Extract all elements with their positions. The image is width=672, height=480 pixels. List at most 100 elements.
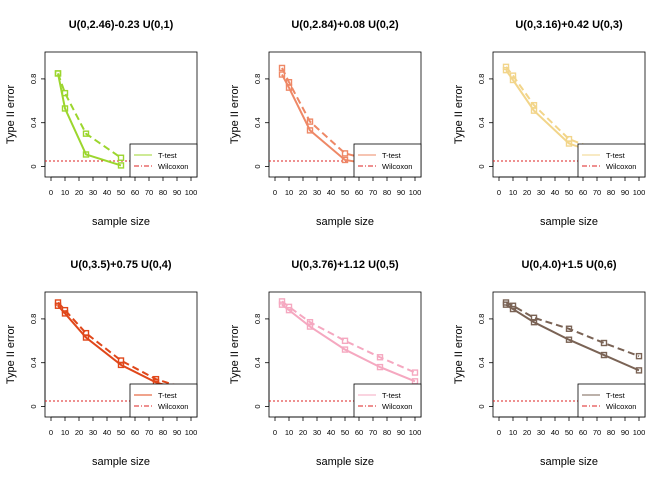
x-axis: 0 10 20 30 40 50 60 70 80 90 100: [273, 176, 422, 197]
x-tick-label: 100: [633, 188, 646, 197]
series-ttest: [502, 301, 643, 374]
x-tick-label: 90: [173, 428, 181, 437]
x-tick-label: 80: [383, 428, 391, 437]
y-axis-label: Type II error: [5, 325, 17, 385]
y-tick-label: 0.4: [477, 357, 486, 367]
series-wilcoxon: [278, 298, 419, 376]
x-tick-label: 50: [117, 188, 125, 197]
x-tick-label: 80: [159, 428, 167, 437]
y-axis: 0 0.4 0.8: [29, 74, 46, 169]
x-tick-label: 10: [509, 428, 517, 437]
x-axis-label: sample size: [540, 456, 598, 468]
data-point: [306, 127, 314, 134]
data-point: [600, 351, 608, 359]
x-tick-label: 50: [341, 188, 349, 197]
data-point: [117, 162, 125, 169]
y-tick-label: 0.4: [29, 117, 38, 127]
x-tick-label: 20: [523, 188, 531, 197]
x-tick-label: 10: [285, 428, 293, 437]
data-point: [376, 354, 384, 361]
x-tick-label: 70: [369, 428, 377, 437]
legend-label-wilcoxon: Wilcoxon: [606, 162, 636, 171]
series-line: [57, 305, 192, 394]
data-point: [82, 151, 90, 158]
data-point: [635, 367, 643, 374]
x-axis-label: sample size: [92, 456, 150, 468]
x-tick-label: 30: [537, 188, 545, 197]
legend-label-ttest: T-test: [382, 391, 402, 400]
x-tick-label: 90: [397, 428, 405, 437]
data-point: [376, 363, 384, 371]
x-tick-label: 0: [49, 188, 53, 197]
x-tick-label: 80: [383, 188, 391, 197]
chart-panel-1: U(0,2.46)-0.23 U(0,1) 0 10 20 30 40 50 60 70 80 90…: [5, 19, 198, 228]
data-point: [565, 135, 573, 143]
chart-panel-2: U(0,2.84)+0.08 U(0,2) 0 10 20 30 40 50 60 70 80 90…: [229, 19, 422, 228]
chart-panel-4: U(0,3.5)+0.75 U(0,4) 0 10 20 30 40 50 60 70 80 90 1…: [5, 259, 198, 468]
legend: T-test Wilcoxon: [353, 143, 422, 178]
data-point: [509, 305, 517, 313]
x-tick-label: 100: [409, 188, 422, 197]
data-point: [306, 318, 314, 326]
data-point: [82, 130, 90, 137]
y-axis-label: Type II error: [453, 325, 465, 385]
data-point: [82, 329, 90, 337]
chart-panel-6: U(0,4.0)+1.5 U(0,6) 0 10 20 30 40 50 60 70 80 90 10…: [453, 259, 646, 468]
x-tick-label: 0: [273, 428, 277, 437]
x-tick-label: 60: [579, 428, 587, 437]
x-tick-label: 80: [159, 188, 167, 197]
y-axis: 0 0.4 0.8: [253, 314, 270, 409]
x-axis: 0 10 20 30 40 50 60 70 80 90 100: [49, 176, 198, 197]
y-tick-label: 0: [253, 164, 262, 168]
y-axis: 0 0.4 0.8: [29, 314, 46, 409]
x-axis: 0 10 20 30 40 50 60 70 80 90 100: [497, 416, 645, 437]
chart-title: U(0,4.0)+1.5 U(0,6): [521, 259, 616, 271]
x-tick-label: 40: [103, 188, 111, 197]
legend: T-test Wilcoxon: [577, 143, 646, 178]
legend: T-test Wilcoxon: [353, 383, 422, 418]
legend-box: [129, 143, 198, 178]
x-axis-label: sample size: [316, 456, 374, 468]
chart-title: U(0,3.5)+0.75 U(0,4): [70, 259, 172, 271]
x-tick-label: 10: [285, 188, 293, 197]
y-tick-label: 0.8: [477, 314, 486, 324]
legend-label-ttest: T-test: [158, 151, 178, 160]
series-line: [505, 301, 640, 358]
data-point: [502, 299, 510, 306]
series-wilcoxon: [502, 299, 643, 360]
data-point: [54, 70, 62, 77]
data-point: [278, 64, 286, 72]
legend-label-wilcoxon: Wilcoxon: [382, 162, 412, 171]
y-axis-label: Type II error: [229, 85, 241, 145]
data-point: [278, 71, 286, 78]
data-point: [285, 78, 293, 86]
legend-box: [577, 383, 646, 418]
data-point: [565, 325, 573, 332]
x-tick-label: 90: [621, 428, 629, 437]
x-tick-label: 100: [185, 428, 198, 437]
y-axis-label: Type II error: [229, 325, 241, 385]
x-tick-label: 100: [409, 428, 422, 437]
x-tick-label: 40: [327, 188, 335, 197]
x-tick-label: 90: [173, 188, 181, 197]
data-point: [341, 150, 349, 157]
legend-label-wilcoxon: Wilcoxon: [606, 402, 636, 411]
y-axis: 0 0.4 0.8: [477, 74, 494, 169]
x-tick-label: 40: [103, 428, 111, 437]
x-tick-label: 60: [131, 188, 139, 197]
x-tick-label: 20: [75, 428, 83, 437]
x-tick-label: 10: [61, 188, 69, 197]
x-tick-label: 50: [565, 188, 573, 197]
legend-box: [353, 143, 422, 178]
x-tick-label: 30: [537, 428, 545, 437]
x-tick-label: 100: [185, 188, 198, 197]
x-tick-label: 30: [89, 428, 97, 437]
data-point: [530, 101, 538, 109]
legend-label-wilcoxon: Wilcoxon: [158, 402, 188, 411]
data-point: [54, 299, 62, 306]
x-tick-label: 30: [313, 188, 321, 197]
x-axis-label: sample size: [92, 216, 150, 228]
x-tick-label: 40: [327, 428, 335, 437]
chart-title: U(0,3.76)+1.12 U(0,5): [291, 259, 399, 271]
